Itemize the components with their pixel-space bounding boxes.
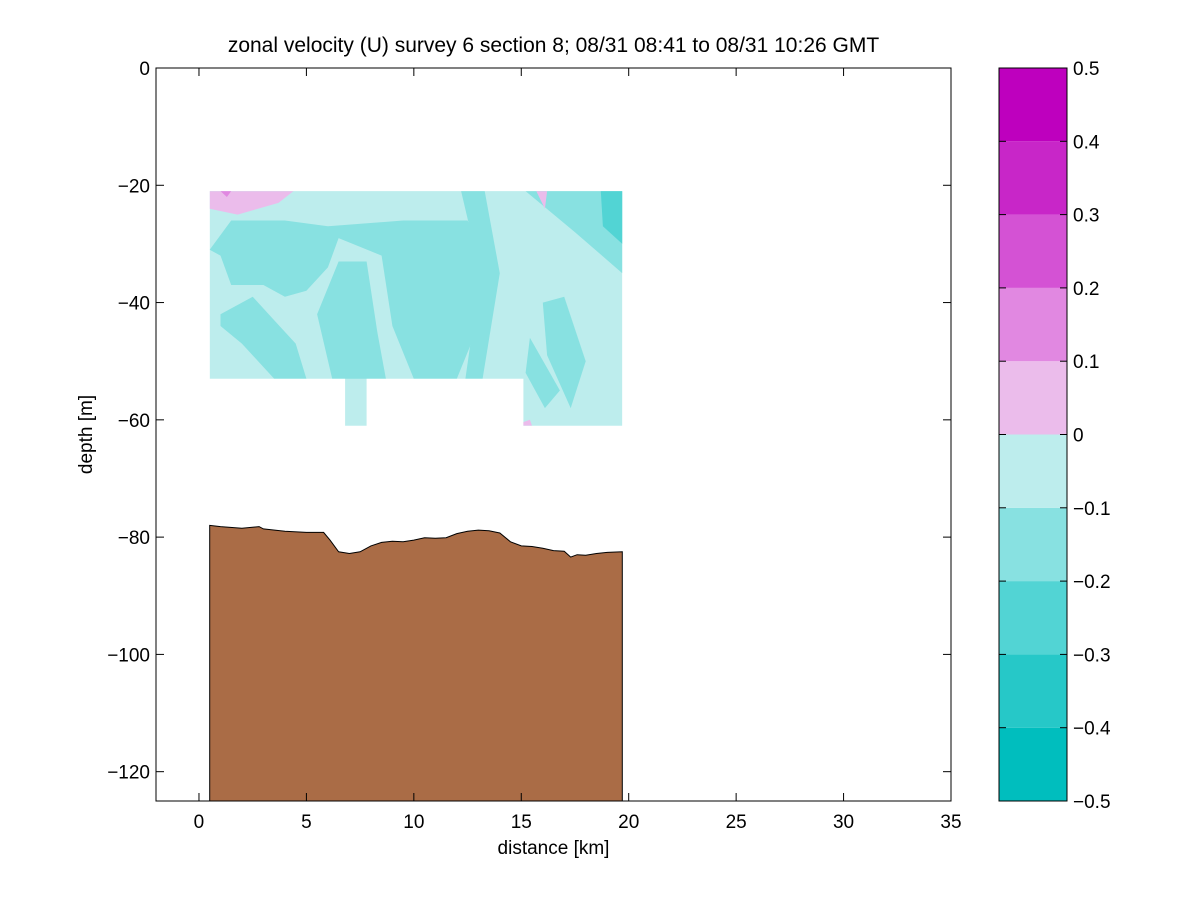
colorbar-tick-label: 0.1	[1073, 352, 1099, 373]
x-tick-label: 15	[511, 812, 532, 833]
colorbar-tick-label: 0.2	[1073, 279, 1099, 300]
colorbar-tick-label: −0.1	[1073, 499, 1111, 520]
colorbar-band	[999, 727, 1067, 801]
colorbar-band	[999, 361, 1067, 435]
colorbar-tick-label: −0.4	[1073, 719, 1111, 740]
colorbar-band	[999, 68, 1067, 142]
bathymetry-layer	[209, 524, 623, 802]
colorbar-tick-label: 0	[1073, 426, 1084, 447]
x-tick-label: 10	[403, 812, 424, 833]
colorbar-band	[999, 507, 1067, 582]
y-tick-label: −60	[118, 411, 150, 432]
colorbar-band	[999, 434, 1067, 508]
y-tick-label: 0	[139, 59, 150, 80]
y-axis: 0 −20 −40 −60 −80 −100 −120	[107, 59, 951, 784]
y-tick-label: −100	[107, 645, 150, 666]
seafloor-bathymetry	[209, 524, 623, 802]
velocity-contour-field	[209, 191, 623, 426]
colorbar-band	[999, 654, 1067, 728]
contour-region	[525, 337, 560, 409]
x-tick-label: 0	[194, 812, 205, 833]
y-tick-label: −40	[118, 294, 150, 315]
x-tick-label: 20	[618, 812, 639, 833]
x-tick-label: 5	[301, 812, 312, 833]
colorbar-tick-label: −0.5	[1073, 792, 1111, 813]
colorbar-tick-label: 0.3	[1073, 206, 1099, 227]
x-tick-label: 30	[833, 812, 854, 833]
x-axis: 0 5 10 15 20 25 30 35	[194, 68, 962, 833]
colorbar-band	[999, 287, 1067, 362]
contour-region	[317, 261, 386, 379]
x-tick-label: 25	[726, 812, 747, 833]
y-tick-label: −80	[118, 528, 150, 549]
plot-area-frame	[155, 67, 952, 802]
contour-region	[461, 191, 500, 379]
contour-region	[220, 191, 232, 197]
colorbar-tick-label: −0.2	[1073, 572, 1111, 593]
y-tick-label: −20	[118, 176, 150, 197]
colorbar-tick-label: 0.4	[1073, 132, 1100, 153]
colorbar-band	[999, 141, 1067, 215]
contour-region	[506, 191, 623, 274]
colorbar: 0.5 0.4 0.3 0.2 0.1 0 −0.1 −0.2 −0.3 −0.4 −0.5	[998, 59, 1111, 813]
colorbar-tick-label: 0.5	[1073, 59, 1099, 80]
contour-region	[220, 296, 307, 379]
y-tick-label: −120	[107, 763, 150, 784]
contour-region	[521, 419, 532, 426]
contour-region	[209, 220, 489, 379]
contour-region	[600, 191, 623, 244]
y-axis-label: depth [m]	[76, 395, 97, 474]
chart-title: zonal velocity (U) survey 6 section 8; 0…	[228, 34, 880, 57]
colorbar-band	[999, 581, 1067, 655]
contour-region	[209, 191, 294, 215]
colorbar-band	[999, 214, 1067, 288]
contour-region	[536, 191, 548, 209]
colorbar-tick-label: −0.3	[1073, 645, 1111, 666]
x-axis-label: distance [km]	[498, 838, 610, 859]
contour-region	[542, 296, 586, 409]
x-tick-label: 35	[940, 812, 961, 833]
